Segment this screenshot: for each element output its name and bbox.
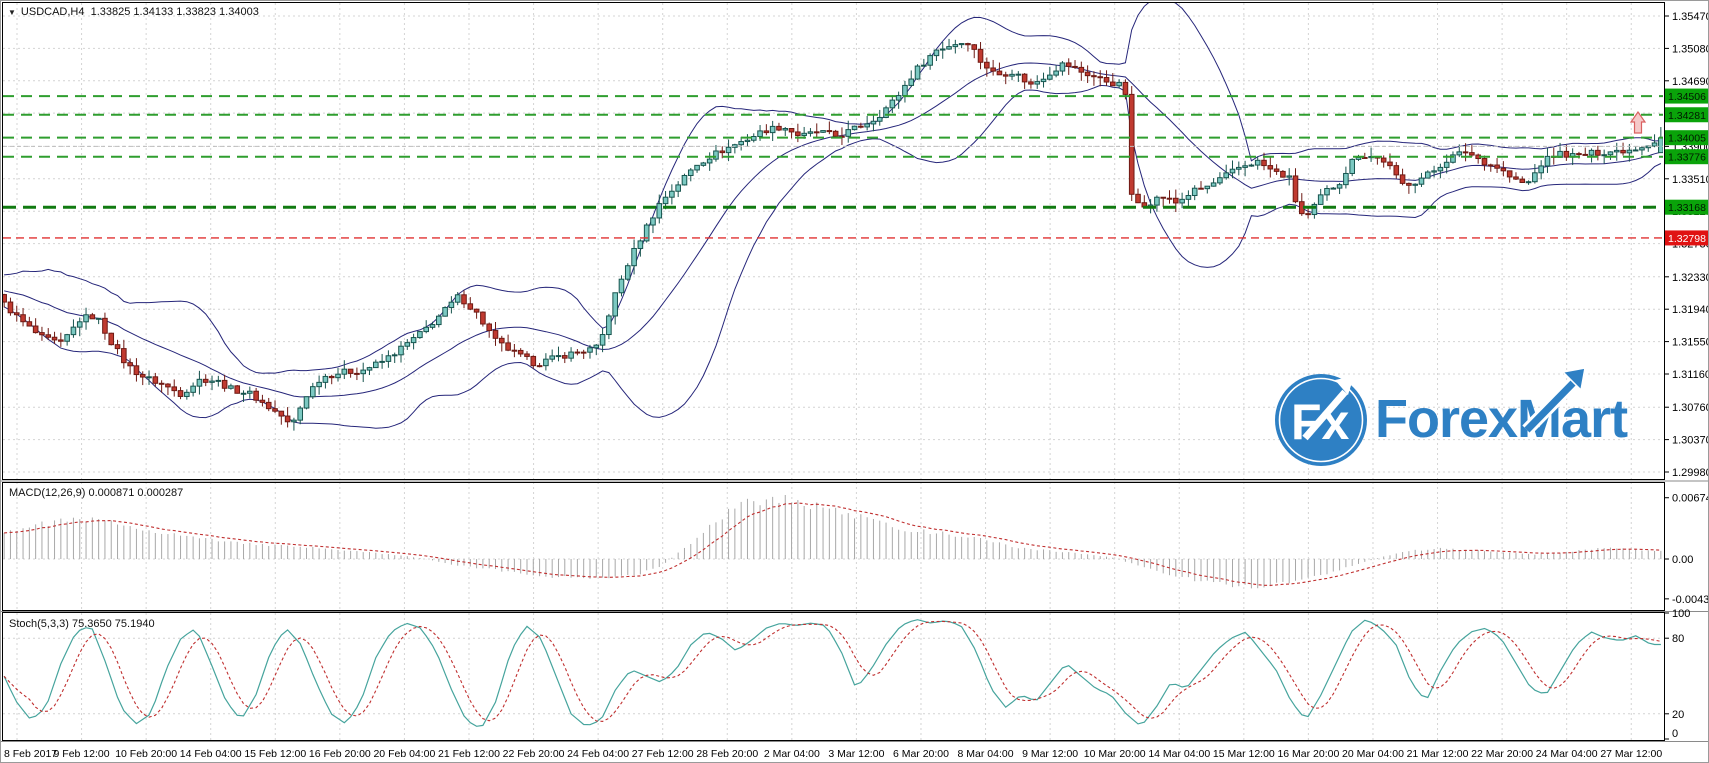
price-tick-label: 1.31940: [1672, 304, 1709, 316]
date-label: 14 Feb 04:00: [180, 748, 242, 760]
date-label: 20 Mar 04:00: [1342, 748, 1404, 760]
stoch-tick-label: 20: [1672, 709, 1684, 721]
date-label: 21 Feb 12:00: [438, 748, 500, 760]
logo-fx-icon: Fx: [1275, 374, 1367, 466]
date-label: 9 Feb 12:00: [54, 748, 110, 760]
date-label: 21 Mar 12:00: [1407, 748, 1469, 760]
date-label: 8 Feb 2017: [4, 748, 57, 760]
date-label: 16 Mar 20:00: [1277, 748, 1339, 760]
date-label: 3 Mar 12:00: [828, 748, 884, 760]
macd-tick-label: 0.00: [1672, 554, 1693, 566]
stoch-tick-label: 80: [1672, 633, 1684, 645]
price-tick-label: 1.30370: [1672, 435, 1709, 447]
date-label: 15 Feb 12:00: [244, 748, 306, 760]
date-label: 2 Mar 04:00: [764, 748, 820, 760]
stoch-tick-label: 100: [1672, 608, 1690, 620]
price-level-badge: 1.33168: [1668, 202, 1706, 214]
price-tick-label: 1.32330: [1672, 272, 1709, 284]
stoch-indicator-label: Stoch(5,3,3) 75.3650 75.1940: [9, 618, 155, 630]
date-label: 24 Feb 04:00: [567, 748, 629, 760]
dropdown-arrow-icon[interactable]: ▼: [8, 8, 16, 17]
date-label: 16 Feb 20:00: [309, 748, 371, 760]
logo-arrow-icon: [1302, 389, 1348, 441]
forexmart-logo: Fx ForexMart: [1275, 367, 1629, 466]
price-tick-label: 1.34690: [1672, 76, 1709, 88]
macd-tick-label: -0.004384: [1672, 594, 1709, 606]
date-label: 22 Feb 20:00: [503, 748, 565, 760]
price-tick-label: 1.31160: [1672, 369, 1709, 381]
date-label: 24 Mar 04:00: [1536, 748, 1598, 760]
date-label: 14 Mar 04:00: [1148, 748, 1210, 760]
price-tick-label: 1.29980: [1672, 467, 1709, 479]
date-label: 10 Mar 20:00: [1084, 748, 1146, 760]
quote-text: USDCAD,H4 1.33825 1.34133 1.33823 1.3400…: [20, 6, 259, 18]
symbol-quote: ▼ USDCAD,H4 1.33825 1.34133 1.33823 1.340…: [8, 6, 259, 18]
date-label: 22 Mar 20:00: [1471, 748, 1533, 760]
price-tick-label: 1.30760: [1672, 402, 1709, 414]
macd-tick-label: 0.006741: [1672, 493, 1709, 505]
price-level-badge: 1.34506: [1668, 91, 1706, 103]
price-tick-label: 1.35470: [1672, 11, 1709, 23]
date-label: 9 Mar 12:00: [1022, 748, 1078, 760]
price-level-badge: 1.33776: [1668, 152, 1706, 164]
price-axis-badges: 1.34506 1.34281 1.34005 1.33776 1.33168 1.327…: [1665, 88, 1708, 246]
price-tick-label: 1.33510: [1672, 174, 1709, 186]
macd-indicator-label: MACD(12,26,9) 0.000871 0.000287: [9, 487, 184, 499]
price-level-badge: 1.34281: [1668, 110, 1706, 122]
pane-borders: [1, 2, 1708, 742]
date-label: 27 Feb 12:00: [632, 748, 694, 760]
date-label: 8 Mar 04:00: [958, 748, 1014, 760]
stoch-tick-label: 0: [1672, 728, 1678, 740]
date-label: 6 Mar 20:00: [893, 748, 949, 760]
date-label: 15 Mar 12:00: [1213, 748, 1275, 760]
date-label: 20 Feb 04:00: [373, 748, 435, 760]
price-tick-label: 1.35080: [1672, 43, 1709, 55]
price-level-badge: 1.34005: [1668, 133, 1706, 145]
logo-wordmark: ForexMart: [1375, 389, 1628, 449]
stoch-plot: [3, 619, 1662, 727]
date-label: 10 Feb 20:00: [115, 748, 177, 760]
date-label: 28 Feb 20:00: [696, 748, 758, 760]
logo-m-arrow-icon: [1522, 367, 1586, 435]
date-label: 27 Mar 12:00: [1600, 748, 1662, 760]
macd-plot: [3, 495, 1662, 589]
price-level-badge: 1.32798: [1668, 233, 1706, 245]
price-level-lines[interactable]: [3, 95, 1663, 239]
price-tick-label: 1.31550: [1672, 337, 1709, 349]
buy-arrow-annotation[interactable]: [1629, 110, 1647, 134]
